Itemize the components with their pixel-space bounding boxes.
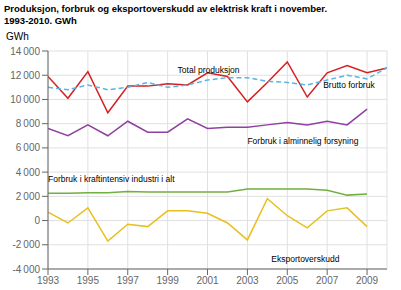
svg-text:2009: 2009 xyxy=(356,275,379,286)
svg-text:2005: 2005 xyxy=(276,275,299,286)
svg-text:1995: 1995 xyxy=(77,275,100,286)
svg-text:1993: 1993 xyxy=(37,275,60,286)
svg-text:8 000: 8 000 xyxy=(16,118,41,129)
svg-text:0: 0 xyxy=(34,215,40,226)
html-text:GWh: GWh xyxy=(6,31,29,42)
svg-text:Forbruk i alminnelig forsyning: Forbruk i alminnelig forsyning xyxy=(247,136,358,146)
svg-text:Forbruk i kraftintensiv indust: Forbruk i kraftintensiv industri i alt xyxy=(48,174,175,184)
svg-text:12 000: 12 000 xyxy=(10,70,40,81)
svg-text:1999: 1999 xyxy=(157,275,180,286)
svg-text:Brutto forbruk: Brutto forbruk xyxy=(323,80,375,90)
svg-text:6 000: 6 000 xyxy=(16,142,41,153)
html-text:Produksjon, forbruk og eksport: Produksjon, forbruk og eksportoverskudd … xyxy=(4,3,328,14)
svg-text:-4 000: -4 000 xyxy=(12,264,40,275)
svg-text:4 000: 4 000 xyxy=(16,167,41,178)
svg-text:-2 000: -2 000 xyxy=(12,239,40,250)
svg-text:2003: 2003 xyxy=(236,275,259,286)
svg-text:Total produksjon: Total produksjon xyxy=(178,65,240,75)
svg-text:2007: 2007 xyxy=(316,275,339,286)
svg-text:2 000: 2 000 xyxy=(16,191,41,202)
svg-text:2001: 2001 xyxy=(196,275,219,286)
svg-text:10 000: 10 000 xyxy=(10,94,40,105)
html-text:1993-2010. GWh: 1993-2010. GWh xyxy=(4,15,77,26)
svg-text:1997: 1997 xyxy=(117,275,140,286)
svg-text:14 000: 14 000 xyxy=(10,46,40,57)
svg-text:Eksportoverskudd: Eksportoverskudd xyxy=(271,254,339,264)
